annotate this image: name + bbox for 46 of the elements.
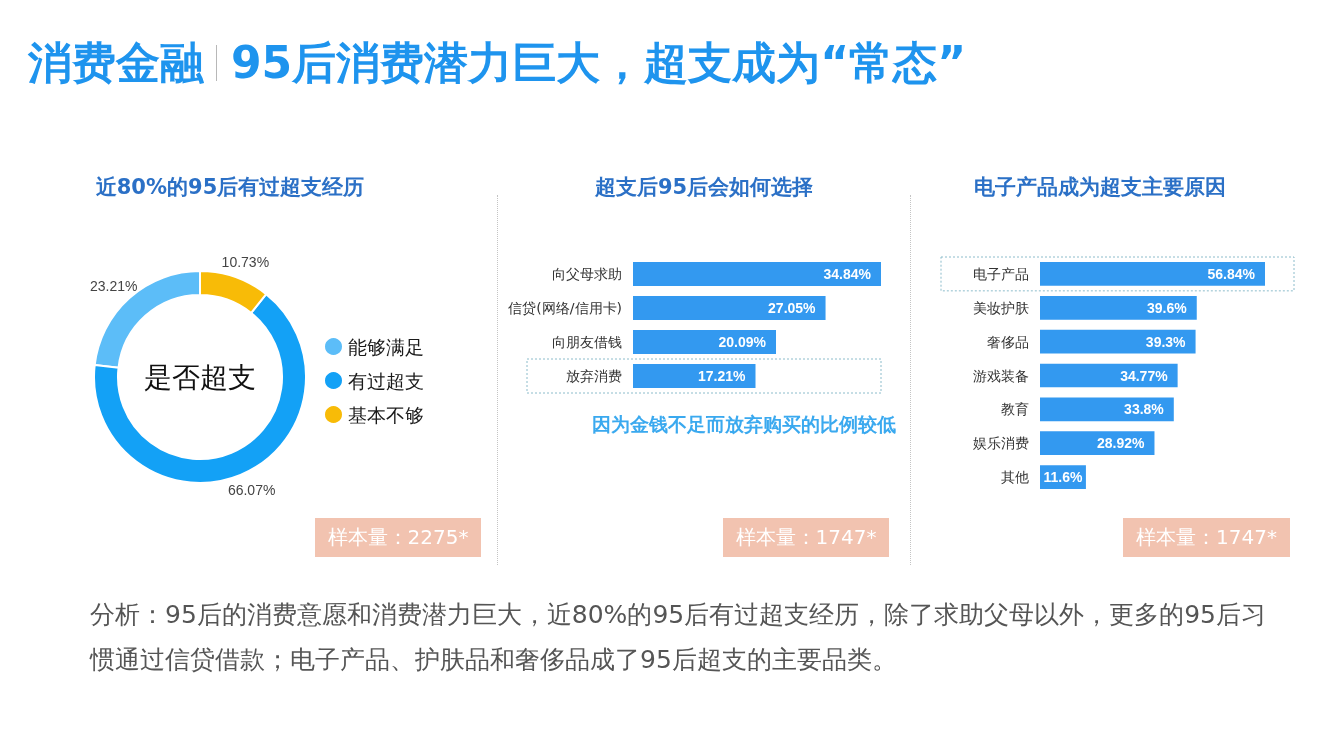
chart-title: 近80%的95后有过超支经历 [95, 174, 365, 200]
data-label: 33.8% [1124, 401, 1165, 418]
data-label: 34.84% [823, 266, 872, 282]
text: 消费金融 [28, 37, 204, 88]
chart-title: 电子产品成为超支主要原因 [974, 174, 1226, 200]
text: 是否超支 [144, 360, 256, 394]
bar [633, 296, 826, 320]
bar [633, 262, 881, 286]
text: 样本量：1747* [723, 518, 889, 557]
bar [1040, 329, 1196, 354]
y-tick-label: 娱乐消费 [973, 435, 1029, 452]
y-tick-label: 教育 [1001, 401, 1029, 418]
data-label: 23.21% [89, 278, 138, 295]
data-label: 10.73% [221, 253, 270, 270]
data-label: 20.09% [718, 334, 767, 350]
y-tick-label: 向朋友借钱 [552, 334, 622, 350]
legend-label: 有过超支 [348, 369, 424, 392]
y-tick-label: 放弃消费 [566, 368, 622, 384]
legend-label: 能够满足 [348, 335, 424, 358]
y-tick-label: 游戏装备 [973, 367, 1029, 384]
text: 样本量：2275* [315, 518, 481, 557]
y-tick-label: 向父母求助 [552, 266, 622, 282]
y-tick-label: 美妆护肤 [973, 299, 1029, 316]
data-label: 56.84% [1207, 265, 1256, 282]
data-label: 66.07% [227, 481, 276, 498]
chart-title: 超支后95后会如何选择 [594, 174, 814, 200]
y-tick-label: 奢侈品 [987, 333, 1029, 350]
data-label: 28.92% [1096, 435, 1146, 452]
data-label: 17.21% [698, 368, 747, 384]
bar [1040, 262, 1265, 286]
text: 分析：95后的消费意愿和消费潜力巨大，近80%的95后有过超支经历，除了求助父母以外，更多的95后习惯通过信贷借款；电子产品、护肤品和奢侈品成了95后超支的主要品类。 [90, 599, 1267, 676]
bar [633, 330, 777, 354]
annotation: 因为金钱不足而放弃购买的比例较低 [592, 413, 896, 435]
data-label: 39.6% [1147, 299, 1188, 316]
text: 95后消费潜力巨大，超支成为“常态” [231, 37, 967, 88]
y-tick-label: 其他 [1001, 469, 1029, 486]
data-label: 11.6% [1043, 469, 1083, 486]
bar [633, 364, 756, 388]
data-label: 34.77% [1120, 367, 1169, 384]
bar [1040, 295, 1197, 320]
legend-label: 基本不够 [348, 403, 424, 426]
y-tick-label: 电子产品 [973, 265, 1029, 282]
data-label: 39.3% [1145, 333, 1187, 350]
data-label: 27.05% [768, 300, 817, 316]
text: 样本量：1747* [1123, 518, 1290, 557]
y-tick-label: 信贷(网络/信用卡) [508, 300, 622, 316]
